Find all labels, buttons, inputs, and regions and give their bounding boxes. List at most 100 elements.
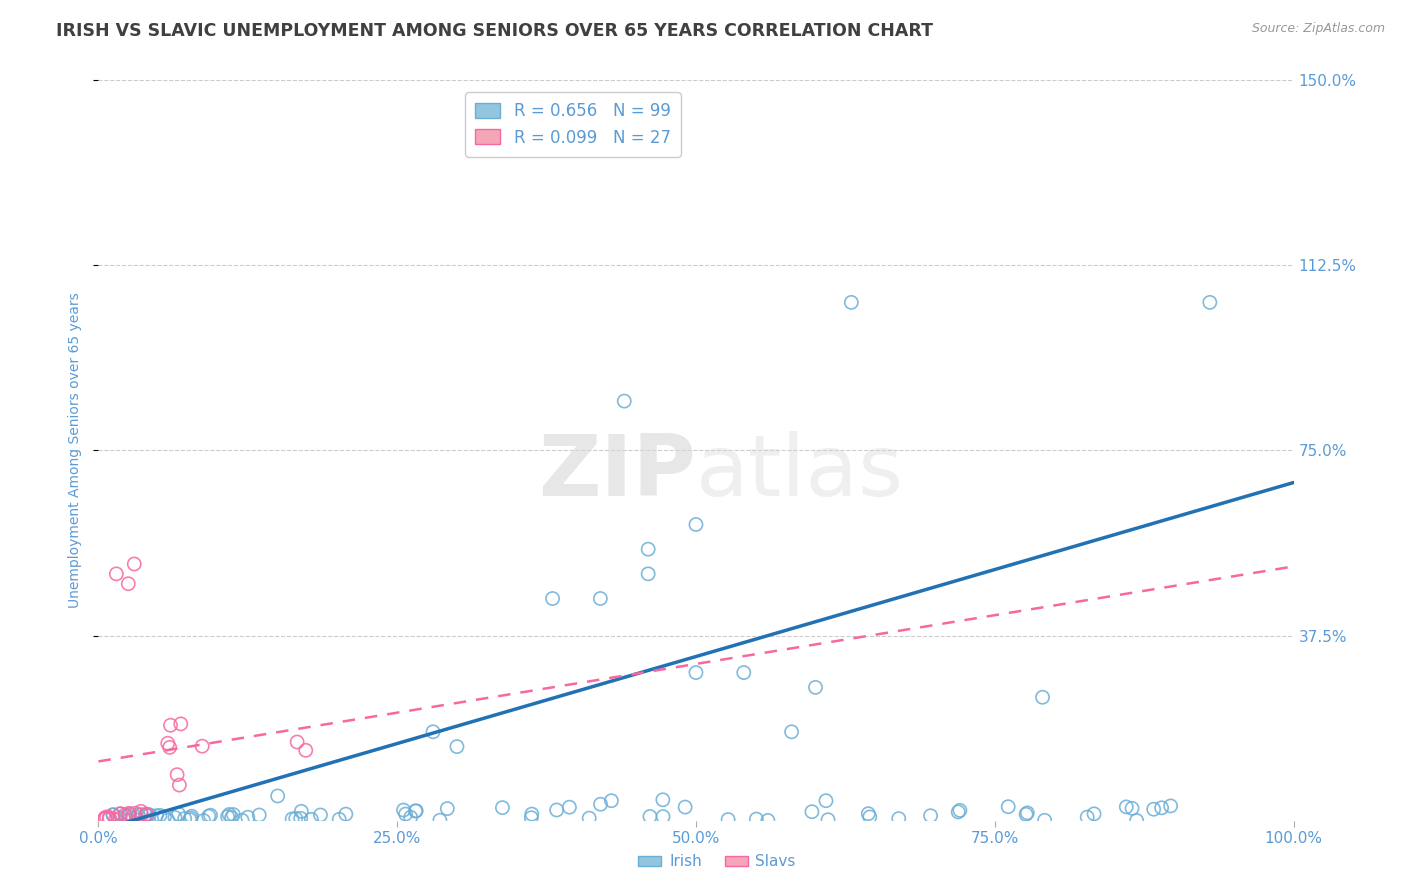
Point <box>422 724 444 739</box>
Point <box>733 665 755 680</box>
Point <box>1199 295 1222 310</box>
Point <box>115 810 138 824</box>
Point <box>108 806 131 821</box>
Point <box>399 810 422 824</box>
Point <box>1115 800 1137 814</box>
Point <box>236 810 259 824</box>
Point <box>638 809 661 823</box>
Point <box>446 739 468 754</box>
Point <box>685 665 707 680</box>
Point <box>117 808 139 822</box>
Point <box>1033 814 1056 828</box>
Point <box>101 807 124 822</box>
Point <box>858 806 880 821</box>
Point <box>127 813 149 827</box>
Text: atlas: atlas <box>696 431 904 514</box>
Point <box>200 808 222 822</box>
Point <box>180 811 202 825</box>
Point <box>717 813 740 827</box>
Point <box>887 812 910 826</box>
Point <box>1160 799 1182 814</box>
Point <box>817 813 839 827</box>
Point <box>267 789 290 803</box>
Point <box>392 803 415 817</box>
Point <box>800 805 823 819</box>
Point <box>780 724 803 739</box>
Point <box>124 557 146 571</box>
Point <box>859 810 882 824</box>
Point <box>167 807 190 822</box>
Point <box>131 807 153 822</box>
Point <box>920 808 942 822</box>
Point <box>117 814 139 828</box>
Point <box>284 812 307 826</box>
Point <box>110 806 132 821</box>
Point <box>285 735 308 749</box>
Point <box>328 813 350 827</box>
Point <box>309 808 332 822</box>
Point <box>94 811 117 825</box>
Point <box>94 812 117 826</box>
Point <box>117 576 139 591</box>
Point <box>685 517 707 532</box>
Point <box>114 807 136 822</box>
Point <box>404 804 426 818</box>
Text: Source: ZipAtlas.com: Source: ZipAtlas.com <box>1251 22 1385 36</box>
Point <box>1032 690 1054 705</box>
Point <box>814 794 837 808</box>
Point <box>997 799 1019 814</box>
Point <box>948 805 970 819</box>
Point <box>159 740 181 755</box>
Point <box>745 812 768 826</box>
Point <box>222 807 245 822</box>
Point <box>127 807 149 822</box>
Point <box>166 767 188 781</box>
Point <box>149 808 172 822</box>
Point <box>429 814 451 828</box>
Point <box>394 807 416 822</box>
Point <box>558 800 581 814</box>
Point <box>134 808 156 822</box>
Point <box>138 807 160 822</box>
Point <box>281 812 304 826</box>
Point <box>156 813 179 827</box>
Point <box>108 811 131 825</box>
Point <box>247 808 270 822</box>
Point <box>129 805 152 819</box>
Legend: R = 0.656   N = 99, R = 0.099   N = 27: R = 0.656 N = 99, R = 0.099 N = 27 <box>465 92 681 157</box>
Point <box>231 814 253 828</box>
Point <box>335 807 357 822</box>
Point <box>105 566 128 581</box>
Point <box>600 794 623 808</box>
Point <box>1121 801 1143 815</box>
Point <box>104 813 127 827</box>
Point <box>405 804 427 818</box>
Point <box>1017 805 1039 820</box>
Point <box>98 810 121 824</box>
Point <box>491 800 513 814</box>
Point <box>221 811 243 825</box>
Point <box>179 813 201 827</box>
Point <box>163 810 186 824</box>
Point <box>180 809 202 823</box>
Point <box>589 591 612 606</box>
Y-axis label: Unemployment Among Seniors over 65 years: Unemployment Among Seniors over 65 years <box>69 293 83 608</box>
Point <box>124 806 146 821</box>
Point <box>156 736 179 750</box>
Point <box>101 808 124 822</box>
Point <box>169 778 191 792</box>
Point <box>637 542 659 557</box>
Point <box>197 809 219 823</box>
Point <box>652 809 675 823</box>
Point <box>804 681 827 695</box>
Legend: Irish, Slavs: Irish, Slavs <box>633 848 801 875</box>
Point <box>436 802 458 816</box>
Point <box>290 811 312 825</box>
Point <box>613 394 636 409</box>
Point <box>1015 807 1038 822</box>
Point <box>98 812 121 826</box>
Point <box>520 811 543 825</box>
Point <box>841 295 863 310</box>
Point <box>136 807 159 822</box>
Point <box>1083 806 1105 821</box>
